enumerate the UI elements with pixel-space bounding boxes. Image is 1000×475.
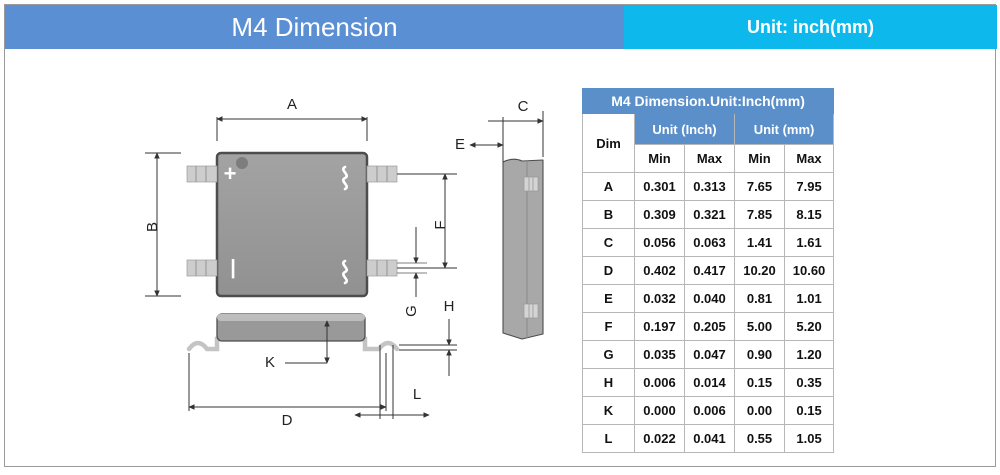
svg-text:G: G bbox=[403, 305, 420, 317]
svg-text:A: A bbox=[287, 96, 297, 113]
svg-text:K: K bbox=[265, 354, 275, 371]
svg-text:C: C bbox=[518, 98, 529, 115]
svg-text:L: L bbox=[413, 386, 421, 403]
svg-text:+: + bbox=[224, 161, 237, 186]
svg-text:H: H bbox=[444, 298, 455, 315]
svg-text:F: F bbox=[432, 220, 449, 229]
svg-text:B: B bbox=[144, 222, 161, 232]
svg-text:D: D bbox=[282, 412, 293, 429]
svg-text:|: | bbox=[230, 257, 236, 279]
svg-text:E: E bbox=[455, 136, 465, 153]
